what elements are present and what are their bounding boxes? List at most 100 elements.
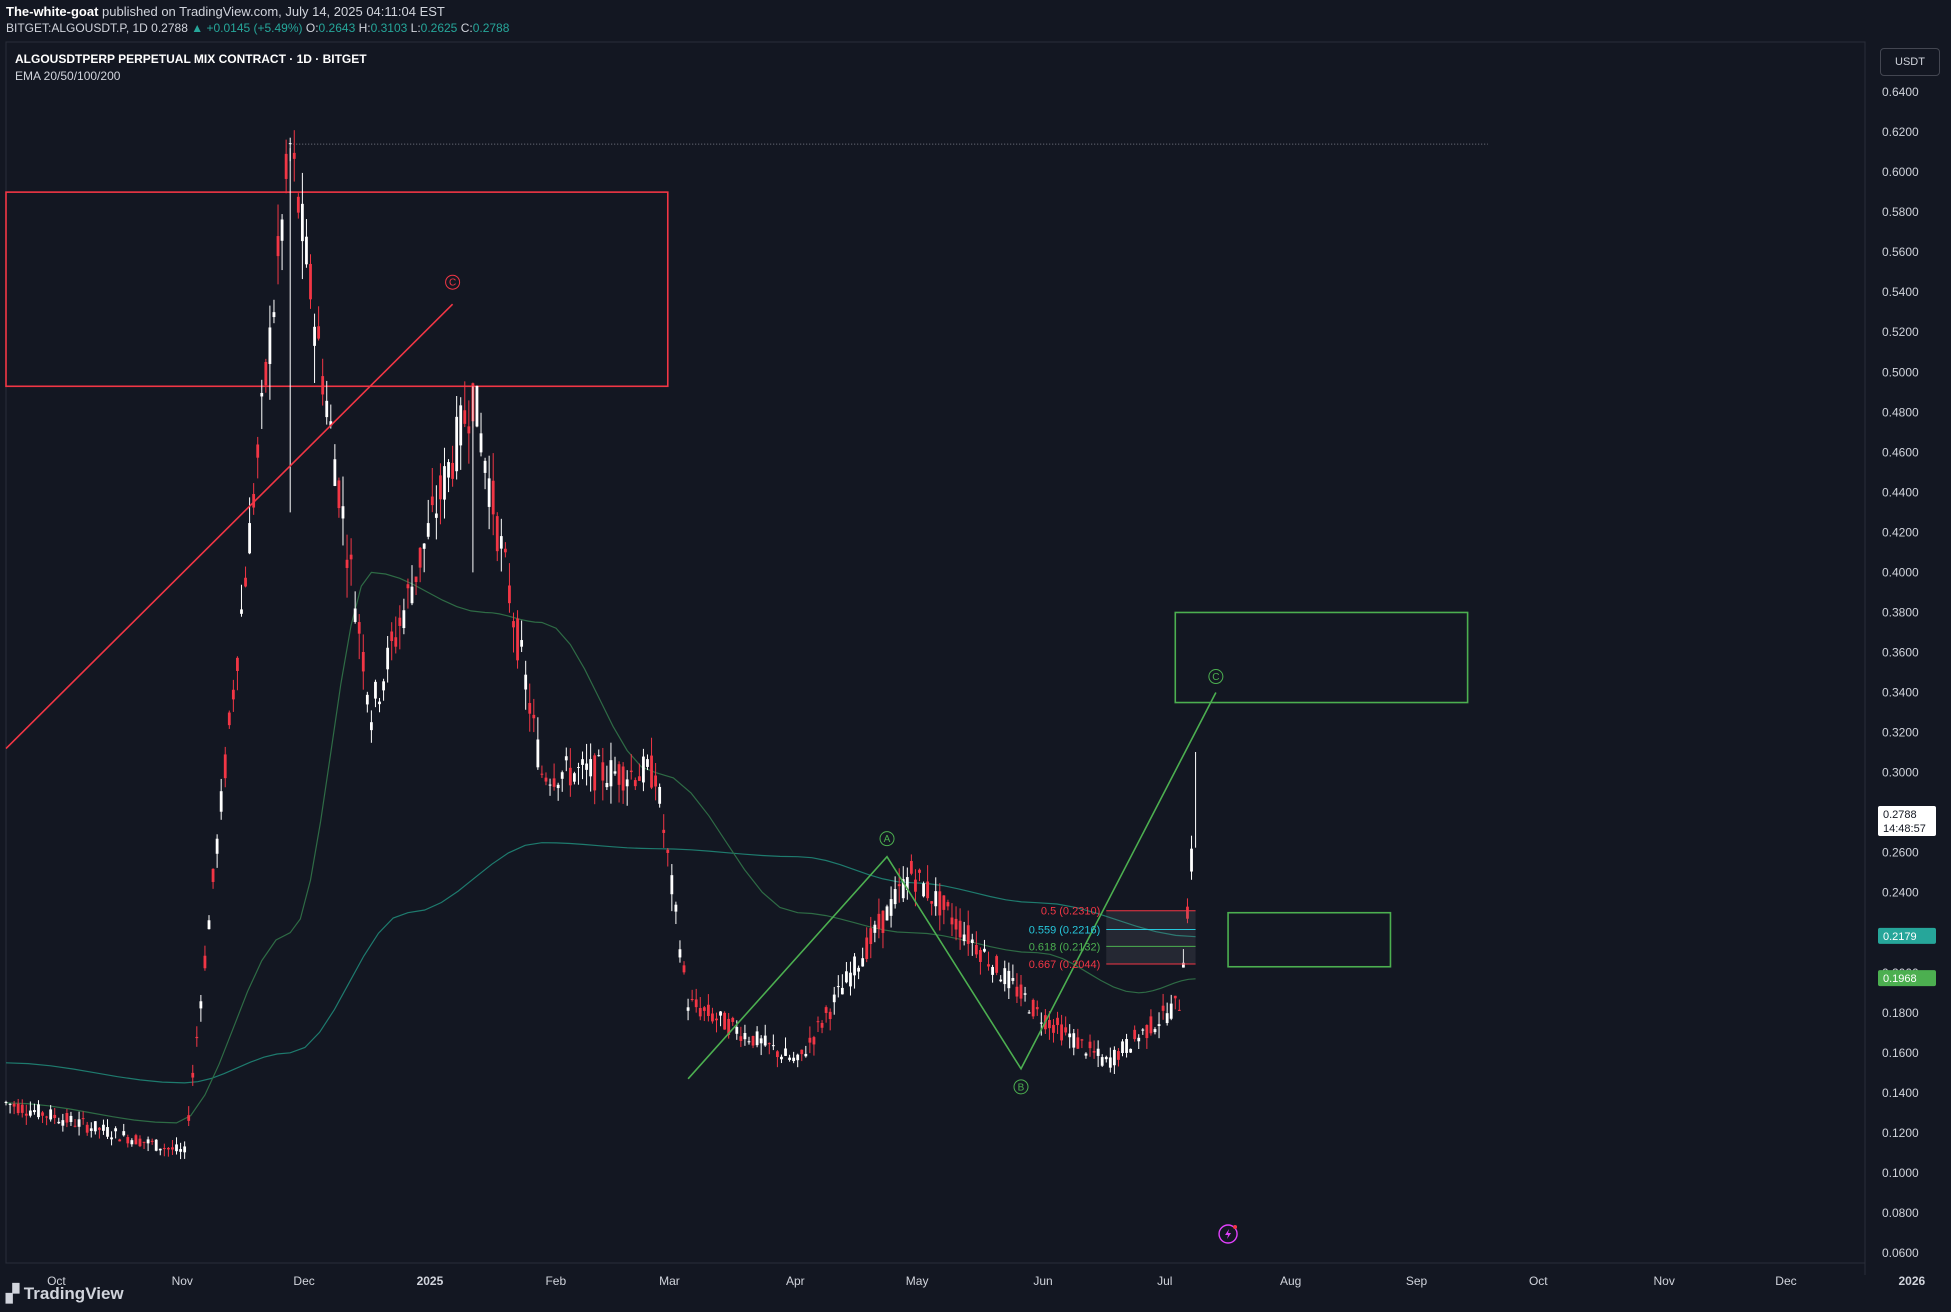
candle-body — [280, 219, 284, 241]
candle-body — [731, 1017, 735, 1022]
candle-body — [61, 1120, 65, 1126]
y-tick-label: 0.2400 — [1882, 886, 1919, 900]
wave-label-text: C — [1212, 672, 1219, 683]
legend-indicator[interactable]: EMA 20/50/100/200 — [15, 69, 121, 83]
candle-body — [512, 621, 515, 628]
candle-body — [252, 493, 256, 508]
candle-body — [536, 739, 540, 768]
lightning-glyph — [1225, 1229, 1232, 1239]
y-tick-label: 0.6200 — [1882, 125, 1919, 139]
candle-body — [1052, 1024, 1055, 1033]
candle-body — [89, 1128, 93, 1131]
candle-body — [840, 987, 844, 995]
candle-body — [1129, 1048, 1133, 1053]
y-tick-label: 0.4400 — [1882, 485, 1919, 499]
candle-body — [1141, 1029, 1145, 1031]
candle-body — [694, 999, 698, 1008]
candle-body — [845, 971, 848, 983]
candle-body — [528, 703, 532, 714]
candle-body — [642, 756, 645, 783]
candle-body — [1133, 1029, 1137, 1040]
candle-body — [483, 460, 487, 473]
candle-body — [1182, 962, 1185, 968]
x-tick-label: Sep — [1406, 1274, 1428, 1288]
candle-body — [1169, 1003, 1173, 1019]
candle-body — [439, 475, 442, 500]
candle-body — [1186, 906, 1189, 919]
candle-body — [715, 1018, 718, 1021]
candle-body — [605, 782, 609, 788]
candle-body — [658, 786, 662, 804]
candle-body — [646, 759, 649, 767]
candle-body — [674, 904, 678, 912]
candle-body — [520, 640, 524, 647]
ohlc-line: BITGET:ALGOUSDT.P, 1D 0.2788 ▲ +0.0145 (… — [6, 21, 509, 35]
candle-body — [556, 784, 560, 789]
candle-body — [479, 433, 483, 453]
price-badge-bg — [1878, 927, 1936, 944]
y-tick-label: 0.5600 — [1882, 245, 1919, 259]
candle-body — [881, 910, 885, 933]
candle-body — [73, 1125, 77, 1127]
candle-body — [65, 1113, 69, 1123]
price-badge-value: 0.2179 — [1883, 931, 1917, 943]
candle-body — [1027, 1012, 1031, 1014]
open-label: O: — [305, 21, 319, 35]
candle-body — [45, 1116, 48, 1118]
candle-body — [317, 326, 321, 339]
candle-body — [678, 949, 682, 958]
candle-body — [666, 849, 670, 853]
candle-body — [800, 1049, 804, 1055]
candle-body — [662, 829, 666, 833]
open-value: 0.2643 — [318, 21, 356, 35]
candle-body — [1149, 1016, 1153, 1034]
candle-body — [784, 1048, 787, 1056]
author-name[interactable]: The-white-goat — [6, 4, 99, 19]
currency-button[interactable]: USDT — [1880, 48, 1940, 76]
low-label: L: — [410, 21, 421, 35]
candle-body — [1015, 986, 1019, 997]
candle-body — [1161, 1005, 1165, 1011]
candle-body — [1080, 1039, 1084, 1041]
y-tick-label: 0.5800 — [1882, 205, 1919, 219]
candle-body — [1039, 1022, 1043, 1024]
green-zone — [1174, 611, 1469, 704]
chart-legend: ALGOUSDTPERP PERPETUAL MIX CONTRACT · 1D… — [15, 52, 367, 83]
candle-body — [1007, 970, 1011, 989]
change-arrow-icon: ▲ — [191, 21, 204, 35]
candle-body — [475, 385, 479, 427]
wave-label-b: B — [1013, 1079, 1029, 1095]
candle-body — [743, 1033, 747, 1040]
candle-body — [268, 327, 272, 364]
wave-label-circle — [1013, 1079, 1029, 1095]
candle-body — [1153, 1029, 1157, 1033]
candle-body — [398, 617, 402, 626]
candle-body — [361, 651, 365, 672]
candle-body — [548, 784, 552, 786]
candle-body — [974, 944, 978, 955]
candle-body — [901, 879, 905, 899]
legend-title[interactable]: ALGOUSDTPERP PERPETUAL MIX CONTRACT · 1D… — [15, 52, 367, 66]
candle-body — [386, 647, 390, 670]
y-tick-label: 0.4200 — [1882, 525, 1919, 539]
candle-body — [503, 548, 507, 553]
candle-body — [958, 920, 962, 938]
candle-body — [292, 152, 296, 159]
candle-body — [828, 1011, 832, 1020]
candle-body — [609, 760, 613, 787]
candle-body — [625, 779, 629, 787]
fib-level-label: 0.559 (0.2216) — [1029, 925, 1101, 937]
candle-body — [759, 1038, 763, 1044]
candle-body — [950, 917, 954, 925]
candle-body — [150, 1140, 154, 1142]
candle-body — [447, 462, 450, 478]
wave-label-text: A — [884, 834, 891, 845]
candle-body — [889, 899, 893, 916]
candle-body — [37, 1104, 40, 1118]
candle-body — [93, 1121, 97, 1132]
y-tick-label: 0.5200 — [1882, 325, 1919, 339]
candle-body — [341, 506, 345, 519]
x-tick-label: Jul — [1157, 1274, 1172, 1288]
wave-label-circle — [879, 831, 895, 847]
